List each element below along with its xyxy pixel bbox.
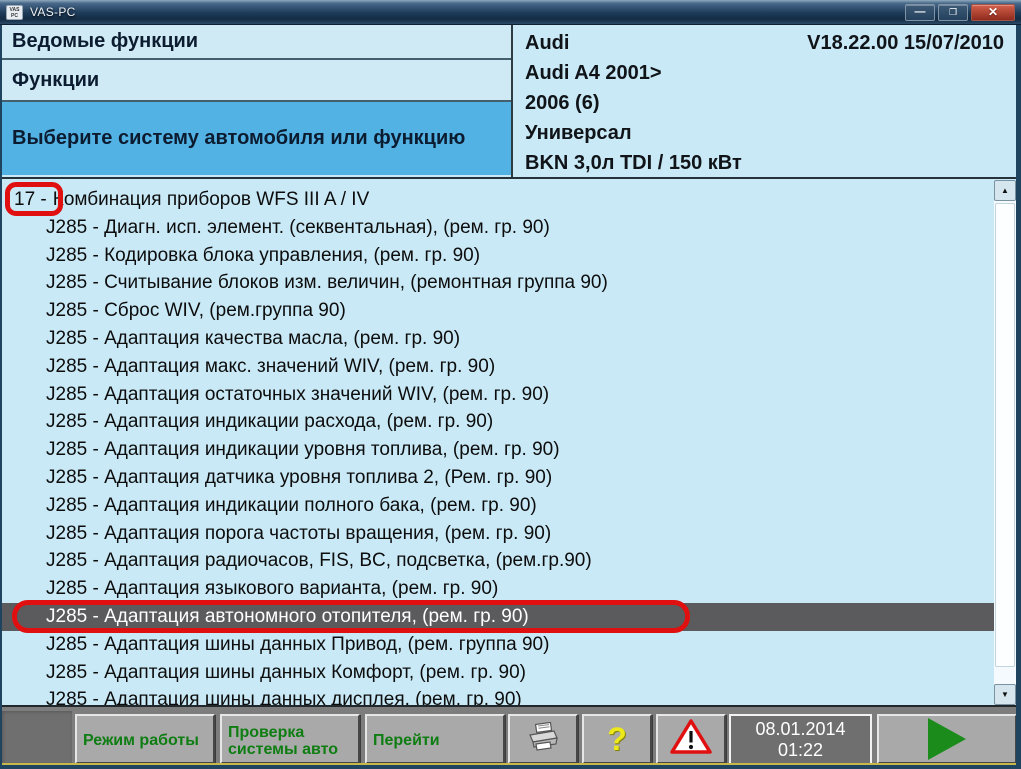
printer-icon <box>526 721 560 756</box>
vehicle-year: 2006 (6) <box>525 92 600 114</box>
vehicle-body: Универсал <box>525 122 632 144</box>
vehicle-model: Audi A4 2001> <box>525 62 662 84</box>
list-item[interactable]: J285 - Адаптация языкового варианта, (ре… <box>2 575 994 603</box>
nav-row-functions[interactable]: Функции <box>2 60 511 102</box>
list-item[interactable]: J285 - Диагн. исп. элемент. (секвентальн… <box>2 214 994 242</box>
list-item-label: J285 - Адаптация остаточных значений WIV… <box>46 383 550 405</box>
list-item[interactable]: J285 - Адаптация шины данных дисплея, (р… <box>2 686 994 705</box>
list-item[interactable]: J285 - Адаптация радиочасов, FIS, BC, по… <box>2 547 994 575</box>
continue-button[interactable] <box>877 714 1017 764</box>
window-controls: — ❐ ✕ <box>905 3 1015 21</box>
list-item[interactable]: J285 - Адаптация остаточных значений WIV… <box>2 381 994 409</box>
list-item-label: J285 - Диагн. исп. элемент. (секвентальн… <box>46 216 550 238</box>
list-item-label: J285 - Адаптация индикации полного бака,… <box>46 494 537 516</box>
list-item-prefix: 17 - <box>5 182 63 216</box>
warning-button[interactable] <box>656 714 726 764</box>
scroll-down-icon[interactable]: ▼ <box>994 684 1016 705</box>
list-item[interactable]: J285 - Адаптация шины данных Привод, (ре… <box>2 631 994 659</box>
list-item-label: J285 - Адаптация шины данных Привод, (ре… <box>46 633 550 655</box>
time-value: 01:22 <box>777 739 824 760</box>
list-item[interactable]: J285 - Адаптация индикации расхода, (рем… <box>2 408 994 436</box>
vehicle-engine: BKN 3,0л TDI / 150 кВт <box>525 152 742 174</box>
list-item-label: J285 - Адаптация датчика уровня топлива … <box>46 466 553 488</box>
list-item-label: J285 - Адаптация автономного отопителя, … <box>46 605 529 627</box>
help-button[interactable]: ? <box>582 714 652 764</box>
list-item-label: J285 - Адаптация радиочасов, FIS, BC, по… <box>46 550 592 572</box>
list-item-label: J285 - Кодировка блока управления, (рем.… <box>46 244 481 266</box>
window-frame <box>0 765 1021 769</box>
date-value: 08.01.2014 <box>755 718 846 739</box>
selection-prompt-label: Выберите систему автомобиля или функцию <box>12 127 466 149</box>
list-item-label: J285 - Адаптация индикации расхода, (рем… <box>46 411 494 433</box>
header: Ведомые функции Функции Выберите систему… <box>0 25 1021 177</box>
maximize-button[interactable]: ❐ <box>938 3 968 21</box>
vehicle-info-panel: Audi V18.22.00 15/07/2010 Audi A4 2001> … <box>513 25 1016 177</box>
list-item-label: J285 - Адаптация языкового варианта, (ре… <box>46 578 499 600</box>
scrollbar-thumb[interactable] <box>995 203 1015 667</box>
nav-row-guided-functions[interactable]: Ведомые функции <box>2 25 511 60</box>
list-item-label: J285 - Адаптация шины данных Комфорт, (р… <box>46 661 526 683</box>
list-item-label: J285 - Адаптация шины данных дисплея, (р… <box>46 689 522 705</box>
title-bar: VAS PC VAS-PC — ❐ ✕ <box>0 0 1021 25</box>
list-item[interactable]: J285 - Считывание блоков изм. величин, (… <box>2 269 994 297</box>
window-frame <box>0 25 2 769</box>
print-button[interactable] <box>508 714 578 764</box>
header-divider <box>0 177 1021 179</box>
list-item[interactable]: J285 - Адаптация индикации уровня топлив… <box>2 436 994 464</box>
scroll-up-icon[interactable]: ▲ <box>994 180 1016 201</box>
list-item[interactable]: J285 - Адаптация датчика уровня топлива … <box>2 464 994 492</box>
software-version: V18.22.00 15/07/2010 <box>807 32 1004 54</box>
close-button[interactable]: ✕ <box>971 3 1015 21</box>
main-area: 17 - Комбинация приборов WFS III A / IV J2… <box>0 179 1021 705</box>
window-title: VAS-PC <box>30 5 76 19</box>
list-item[interactable]: J285 - Адаптация макс. значений WIV, (ре… <box>2 353 994 381</box>
vehicle-check-button[interactable]: Проверка системы авто <box>220 714 360 764</box>
list-item-label: J285 - Адаптация индикации уровня топлив… <box>46 439 560 461</box>
scrollbar-track[interactable] <box>994 201 1016 684</box>
play-icon <box>928 718 966 760</box>
list-item[interactable]: 17 - Комбинация приборов WFS III A / IV <box>2 182 994 216</box>
vehicle-brand: Audi <box>525 32 570 54</box>
datetime-panel: 08.01.2014 01:22 <box>729 714 872 765</box>
list-item-label: J285 - Адаптация порога частоты вращения… <box>46 522 552 544</box>
warning-icon <box>669 718 713 760</box>
navigation-panel: Ведомые функции Функции Выберите систему… <box>2 25 513 177</box>
list-item-label: Комбинация приборов WFS III A / IV <box>52 189 370 210</box>
toolbar-bottom-line <box>2 763 1016 765</box>
selection-prompt: Выберите систему автомобиля или функцию <box>2 102 511 175</box>
list-item-label: J285 - Сброс WIV, (рем.группа 90) <box>46 300 346 322</box>
list-item-label: J285 - Считывание блоков изм. величин, (… <box>46 272 608 294</box>
list-item-label: J285 - Адаптация макс. значений WIV, (ре… <box>46 355 496 377</box>
list-item-prefix-text: 17 - <box>14 189 47 210</box>
list-item[interactable]: J285 - Адаптация порога частоты вращения… <box>2 520 994 548</box>
list-item[interactable]: J285 - Кодировка блока управления, (рем.… <box>2 242 994 270</box>
list-item[interactable]: J285 - Адаптация шины данных Комфорт, (р… <box>2 659 994 687</box>
toolbar: Режим работы Проверка системы авто Перей… <box>0 705 1021 766</box>
vas-pc-app-icon: VAS PC <box>6 4 23 20</box>
function-list: 17 - Комбинация приборов WFS III A / IV J2… <box>2 179 994 705</box>
mode-button[interactable]: Режим работы <box>75 714 215 764</box>
list-item[interactable]: J285 - Адаптация автономного отопителя, … <box>2 599 994 633</box>
window-frame <box>1016 25 1021 769</box>
list-item[interactable]: J285 - Сброс WIV, (рем.группа 90) <box>2 297 994 325</box>
list-item[interactable]: J285 - Адаптация индикации полного бака,… <box>2 492 994 520</box>
list-item-label: J285 - Адаптация качества масла, (рем. г… <box>46 327 461 349</box>
list-scrollbar[interactable]: ▲ ▼ <box>994 180 1016 705</box>
nav-row-label: Функции <box>12 68 100 91</box>
goto-button[interactable]: Перейти <box>365 714 505 764</box>
nav-row-label: Ведомые функции <box>12 30 199 52</box>
help-icon: ? <box>607 721 627 757</box>
list-item[interactable]: J285 - Адаптация качества масла, (рем. г… <box>2 325 994 353</box>
toolbar-left-panel <box>2 711 72 764</box>
minimize-button[interactable]: — <box>905 3 935 21</box>
